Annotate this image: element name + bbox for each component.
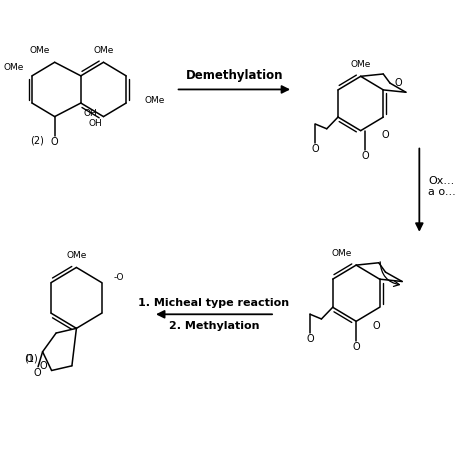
Text: O: O (311, 144, 319, 154)
Text: OMe: OMe (66, 251, 87, 260)
Text: OMe: OMe (144, 96, 164, 105)
Text: 2. Methylation: 2. Methylation (169, 321, 259, 331)
Text: O: O (382, 130, 389, 140)
Text: (1): (1) (25, 354, 38, 364)
Text: O: O (361, 151, 369, 162)
Text: O: O (26, 354, 34, 364)
Text: OMe: OMe (93, 46, 114, 55)
Text: a o...: a o... (428, 188, 456, 198)
Text: OH: OH (83, 109, 97, 118)
Text: Demethylation: Demethylation (186, 69, 283, 82)
Text: O: O (373, 321, 380, 331)
Text: OMe: OMe (3, 63, 24, 72)
Text: (2): (2) (30, 136, 44, 146)
Text: OMe: OMe (30, 46, 50, 55)
Text: Ox...: Ox... (428, 176, 455, 186)
Text: O: O (33, 368, 41, 378)
Text: O: O (51, 137, 58, 147)
Text: OMe: OMe (350, 60, 371, 69)
Text: OH: OH (89, 119, 103, 128)
Text: -O: -O (113, 273, 124, 283)
Text: OMe: OMe (331, 249, 352, 258)
Text: O: O (306, 334, 314, 344)
Text: O: O (394, 78, 402, 88)
Text: O: O (39, 361, 47, 371)
Text: 1. Micheal type reaction: 1. Micheal type reaction (138, 298, 290, 308)
Text: O: O (352, 342, 360, 352)
